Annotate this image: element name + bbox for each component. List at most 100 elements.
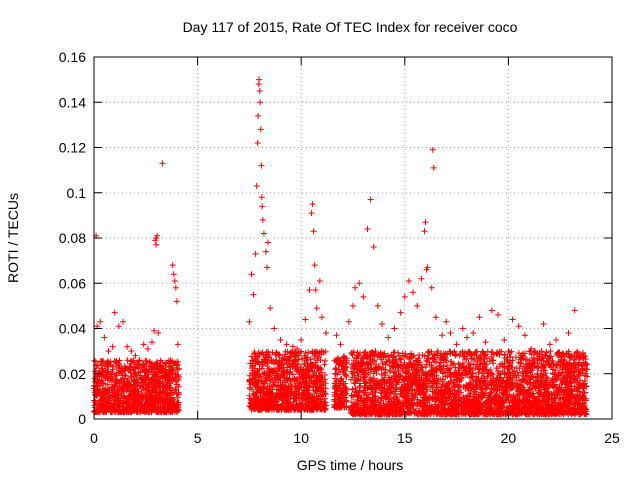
data-point [123,399,130,406]
data-point [249,363,256,370]
data-point [108,378,115,385]
data-point [312,380,319,387]
data-point [151,371,158,378]
data-point [267,386,274,393]
data-point [91,375,98,382]
data-point [103,397,110,404]
data-point [296,385,303,392]
data-point [121,378,128,385]
data-point [114,378,121,385]
data-point [100,373,107,380]
data-point [156,393,163,400]
data-point [151,383,158,390]
data-point [97,358,104,365]
data-point [157,363,164,370]
data-point [267,357,274,364]
data-point [111,383,118,390]
data-point [106,387,113,394]
data-point [107,409,114,416]
data-point [288,381,295,388]
data-point [251,350,258,357]
data-point [104,381,111,388]
data-point [107,395,114,402]
data-point [109,366,116,373]
data-point [147,402,154,409]
data-point [303,371,310,378]
data-point [127,367,134,374]
data-point [172,404,179,411]
data-point [136,372,143,379]
data-point [164,369,171,376]
data-point [264,360,271,367]
data-point [169,358,176,365]
data-point [116,357,123,364]
data-point [138,384,145,391]
data-point [271,374,278,381]
data-point [175,365,182,372]
data-point [167,396,174,403]
data-point [316,396,323,403]
data-point [391,349,398,356]
data-point [175,383,182,390]
data-point [148,392,155,399]
data-point [111,397,118,404]
data-point [154,399,161,406]
data-point [124,394,131,401]
data-point [320,381,327,388]
data-point [160,375,167,382]
data-point [98,358,105,365]
data-point [119,385,126,392]
data-point [293,402,300,409]
data-point [259,349,266,356]
data-point [103,390,110,397]
data-point [154,377,161,384]
data-point [280,364,287,371]
data-point [131,364,138,371]
data-point [162,384,169,391]
data-point [305,349,312,356]
data-point [113,390,120,397]
data-point [161,398,168,405]
data-point [127,407,134,414]
data-point [291,398,298,405]
data-point [133,388,140,395]
data-point [105,363,112,370]
data-point [320,391,327,398]
data-point [133,376,140,383]
data-point [106,404,113,411]
data-point [137,369,144,376]
data-point [175,373,182,380]
data-point [169,389,176,396]
data-point [297,381,304,388]
data-point [322,395,329,402]
data-point [139,404,146,411]
data-point [151,364,158,371]
data-point [148,408,155,415]
data-point [137,396,144,403]
data-point [164,404,171,411]
data-point [145,376,152,383]
data-point [282,348,289,355]
data-point [168,367,175,374]
data-point [152,388,159,395]
data-point [136,398,143,405]
data-point [156,368,163,375]
data-point [108,370,115,377]
data-point [174,361,181,368]
data-point [94,379,101,386]
data-point [98,380,105,387]
data-point [131,397,138,404]
data-point [145,371,152,378]
data-point [145,383,152,390]
data-point [144,406,151,413]
data-point [288,391,295,398]
data-point [133,408,140,415]
data-point [122,406,129,413]
data-point [246,384,253,391]
data-point [119,400,126,407]
data-point [127,360,134,367]
data-point [147,359,154,366]
data-point [121,363,128,370]
data-point [131,371,138,378]
data-point [169,364,176,371]
